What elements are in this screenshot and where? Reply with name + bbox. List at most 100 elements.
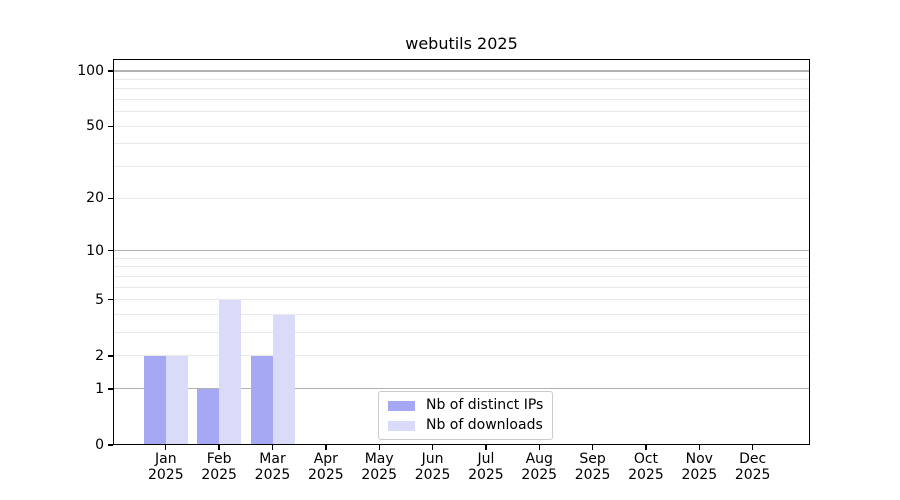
y-tick-mark bbox=[108, 125, 113, 127]
minor-gridline bbox=[113, 314, 810, 316]
legend-swatch-downloads bbox=[388, 420, 415, 431]
x-tick-label: May 2025 bbox=[347, 451, 411, 483]
major-gridline bbox=[113, 250, 810, 252]
y-tick-label: 100 bbox=[77, 62, 104, 79]
x-tick-month: Jan bbox=[155, 451, 177, 467]
x-tick-month: Aug bbox=[525, 451, 553, 467]
x-tick-mark bbox=[271, 445, 274, 450]
y-tick-mark bbox=[108, 249, 113, 252]
y-tick-label: 20 bbox=[86, 190, 104, 207]
x-tick-label: Sep 2025 bbox=[561, 451, 625, 483]
x-tick-month: Jul bbox=[477, 451, 495, 467]
bar-downloads bbox=[219, 299, 242, 445]
minor-gridline bbox=[113, 78, 810, 80]
x-tick-mark bbox=[538, 445, 540, 450]
y-tick-mark bbox=[108, 355, 113, 357]
x-tick-mark bbox=[325, 445, 327, 450]
bar-downloads bbox=[165, 355, 188, 445]
legend-item-distinct-ips: Nb of distinct IPs bbox=[388, 398, 543, 413]
x-tick-year: 2025 bbox=[201, 466, 237, 483]
x-tick-label: Jan 2025 bbox=[134, 451, 198, 483]
y-tick-mark bbox=[108, 444, 113, 446]
x-tick-mark bbox=[591, 445, 594, 450]
x-tick-label: Apr 2025 bbox=[294, 451, 358, 483]
y-tick-label: 2 bbox=[95, 347, 104, 364]
x-tick-mark bbox=[645, 445, 647, 450]
y-tick-mark bbox=[108, 299, 113, 301]
legend: Nb of distinct IPs Nb of downloads bbox=[378, 391, 554, 440]
legend-label-distinct-ips: Nb of distinct IPs bbox=[426, 397, 544, 413]
x-tick-year: 2025 bbox=[521, 466, 558, 483]
legend-swatch-distinct-ips bbox=[388, 400, 415, 411]
plot-area: Nb of distinct IPs Nb of downloads bbox=[113, 59, 810, 445]
minor-gridline bbox=[113, 275, 810, 277]
x-tick-mark bbox=[218, 445, 220, 450]
x-tick-month: Feb bbox=[206, 451, 232, 467]
x-tick-year: 2025 bbox=[254, 466, 291, 483]
x-tick-year: 2025 bbox=[147, 466, 184, 483]
y-tick-label: 0 bbox=[95, 437, 104, 453]
x-tick-month: Oct bbox=[633, 451, 659, 467]
x-tick-year: 2025 bbox=[681, 466, 718, 483]
minor-gridline bbox=[113, 286, 810, 288]
x-tick-month: Apr bbox=[313, 451, 338, 467]
x-tick-year: 2025 bbox=[628, 466, 664, 483]
x-tick-month: Sep bbox=[579, 451, 606, 467]
x-tick-year: 2025 bbox=[308, 466, 344, 483]
bar-distinct-ips bbox=[197, 388, 220, 445]
minor-gridline bbox=[113, 355, 810, 357]
x-tick-label: Mar 2025 bbox=[241, 451, 305, 483]
major-gridline bbox=[113, 388, 810, 390]
major-gridline bbox=[113, 70, 810, 72]
x-tick-label: Feb 2025 bbox=[187, 451, 251, 483]
minor-gridline bbox=[113, 257, 810, 259]
bar-distinct-ips bbox=[250, 355, 273, 445]
x-tick-mark bbox=[485, 445, 487, 450]
x-tick-label: Jun 2025 bbox=[401, 451, 465, 483]
x-tick-month: Mar bbox=[259, 451, 286, 467]
minor-gridline bbox=[113, 266, 810, 268]
y-tick-mark bbox=[108, 388, 113, 390]
minor-gridline bbox=[113, 332, 810, 334]
x-tick-year: 2025 bbox=[574, 466, 611, 483]
x-tick-mark bbox=[751, 445, 754, 450]
legend-label-downloads: Nb of downloads bbox=[426, 417, 543, 433]
chart-title: webutils 2025 bbox=[405, 34, 518, 53]
y-tick-label: 5 bbox=[95, 291, 104, 308]
minor-gridline bbox=[113, 111, 810, 113]
x-tick-month: Nov bbox=[685, 451, 713, 467]
x-tick-year: 2025 bbox=[361, 466, 397, 483]
x-tick-month: May bbox=[364, 451, 394, 467]
legend-item-downloads: Nb of downloads bbox=[388, 418, 543, 433]
minor-gridline bbox=[113, 143, 810, 145]
x-tick-year: 2025 bbox=[414, 466, 451, 483]
y-tick-mark bbox=[108, 197, 113, 199]
y-tick-label: 50 bbox=[86, 118, 104, 135]
x-tick-label: Jul 2025 bbox=[454, 451, 518, 483]
minor-gridline bbox=[113, 88, 810, 90]
y-tick-label: 10 bbox=[86, 242, 104, 259]
x-tick-mark bbox=[698, 445, 700, 450]
x-tick-year: 2025 bbox=[734, 466, 771, 483]
x-tick-label: Aug 2025 bbox=[507, 451, 571, 483]
y-tick-label: 1 bbox=[95, 380, 104, 397]
x-tick-month: Dec bbox=[739, 451, 767, 467]
x-tick-mark bbox=[165, 445, 167, 450]
x-tick-label: Dec 2025 bbox=[721, 451, 785, 483]
minor-gridline bbox=[113, 98, 810, 100]
x-tick-year: 2025 bbox=[468, 466, 504, 483]
minor-gridline bbox=[113, 166, 810, 168]
x-tick-mark bbox=[431, 445, 434, 450]
minor-gridline bbox=[113, 197, 810, 199]
minor-gridline bbox=[113, 125, 810, 127]
x-tick-mark bbox=[378, 445, 380, 450]
y-tick-mark bbox=[108, 70, 113, 72]
bar-downloads bbox=[272, 314, 295, 445]
plot-frame bbox=[113, 59, 810, 445]
x-tick-label: Nov 2025 bbox=[667, 451, 731, 483]
bar-distinct-ips bbox=[143, 355, 166, 445]
x-tick-month: Jun bbox=[421, 451, 444, 467]
minor-gridline bbox=[113, 299, 810, 301]
x-tick-label: Oct 2025 bbox=[614, 451, 678, 483]
